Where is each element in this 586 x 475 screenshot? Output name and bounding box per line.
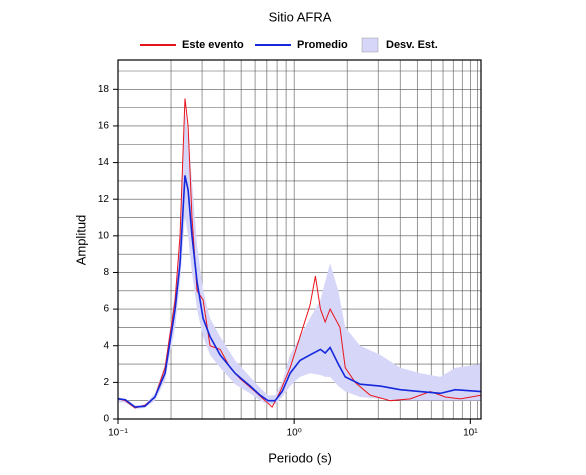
x-axis-label: Periodo (s) [268,450,332,465]
x-tick-label: 10¹ [463,428,478,439]
y-tick-label: 6 [103,304,109,315]
series-line [118,175,481,408]
y-tick-label: 12 [98,194,110,205]
y-tick-label: 0 [103,414,109,425]
y-tick-label: 14 [98,157,110,168]
y-tick-label: 18 [98,84,110,95]
plot-frame [117,59,482,420]
legend-label: Desv. Est. [386,39,438,51]
legend-swatch [361,37,379,53]
y-tick-label: 16 [98,121,110,132]
legend-label: Promedio [297,39,348,51]
chart-title: Sitio AFRA [269,9,332,24]
y-axis-label: Amplitud [73,215,88,266]
y-tick-label: 4 [103,340,109,351]
y-tick-label: 10 [98,230,110,241]
y-tick-label: 2 [103,377,109,388]
x-tick-label: 10⁻¹ [108,428,128,439]
series-line [118,98,481,409]
x-tick-label: 10⁰ [287,428,302,439]
y-tick-label: 8 [103,267,109,278]
legend-label: Este evento [182,39,244,51]
